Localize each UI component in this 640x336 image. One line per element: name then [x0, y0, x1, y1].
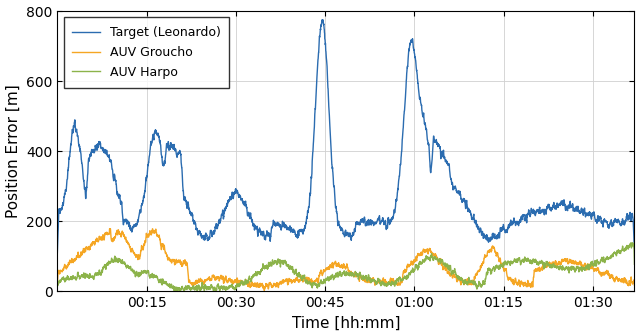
- Line: AUV Groucho: AUV Groucho: [58, 229, 634, 291]
- Target (Leonardo): [319, 18, 326, 22]
- AUV Harpo: [296, 275, 304, 279]
- AUV Harpo: [54, 284, 61, 288]
- AUV Groucho: [301, 277, 308, 281]
- AUV Groucho: [584, 265, 592, 269]
- X-axis label: Time [hh:mm]: Time [hh:mm]: [292, 316, 400, 330]
- AUV Harpo: [473, 286, 481, 290]
- AUV Harpo: [630, 262, 638, 266]
- AUV Groucho: [260, 289, 268, 293]
- AUV Harpo: [628, 241, 636, 245]
- Target (Leonardo): [328, 161, 335, 165]
- Line: AUV Harpo: AUV Harpo: [58, 243, 634, 291]
- AUV Groucho: [613, 276, 621, 280]
- Target (Leonardo): [54, 251, 61, 255]
- AUV Harpo: [613, 251, 621, 255]
- Target (Leonardo): [296, 228, 303, 232]
- Target (Leonardo): [613, 218, 621, 222]
- AUV Groucho: [473, 273, 481, 277]
- AUV Harpo: [328, 274, 335, 278]
- Legend: Target (Leonardo), AUV Groucho, AUV Harpo: Target (Leonardo), AUV Groucho, AUV Harp…: [63, 17, 230, 88]
- AUV Groucho: [328, 264, 335, 268]
- AUV Groucho: [630, 283, 638, 287]
- Target (Leonardo): [584, 213, 592, 217]
- AUV Harpo: [173, 289, 181, 293]
- Target (Leonardo): [301, 227, 308, 231]
- AUV Harpo: [584, 264, 592, 268]
- Target (Leonardo): [630, 246, 638, 250]
- Line: Target (Leonardo): Target (Leonardo): [58, 20, 634, 253]
- AUV Groucho: [54, 281, 61, 285]
- AUV Harpo: [301, 273, 308, 277]
- Y-axis label: Position Error [m]: Position Error [m]: [6, 84, 20, 218]
- AUV Groucho: [296, 279, 304, 283]
- AUV Groucho: [106, 227, 114, 231]
- Target (Leonardo): [473, 224, 481, 228]
